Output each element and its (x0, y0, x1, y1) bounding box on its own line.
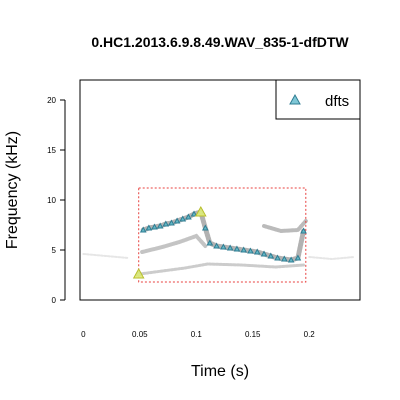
legend: dfts (275, 79, 361, 120)
highlighted-point (132, 267, 145, 279)
selection-box-layer (138, 187, 307, 283)
data-point (173, 217, 181, 224)
legend-label-dfts: dfts (325, 93, 349, 110)
x-tick-label: 0.2 (304, 330, 316, 339)
data-point (139, 226, 147, 233)
data-point (220, 243, 227, 250)
x-tick-label: 0 (81, 330, 86, 339)
data-point (151, 223, 158, 230)
y-tick-label: 10 (47, 196, 56, 205)
data-point (162, 220, 170, 227)
spectrogram-right-hook (262, 219, 308, 234)
data-point (260, 250, 268, 257)
data-point (185, 213, 192, 220)
data-point (274, 254, 281, 261)
data-point (267, 252, 275, 259)
y-axis-label: Frequency (kHz) (4, 131, 21, 249)
data-point (294, 254, 302, 261)
y-tick-label: 20 (47, 96, 56, 105)
data-point (156, 222, 164, 229)
data-point (240, 246, 248, 253)
plot-frame (79, 79, 361, 301)
data-point (206, 239, 214, 246)
data-point (287, 256, 295, 263)
data-point (233, 245, 241, 252)
spectrogram-lower-harmonic (140, 233, 208, 254)
spectrogram-noise-right (308, 256, 356, 261)
data-points-layer (132, 205, 307, 279)
spectrogram-noise-left (82, 253, 130, 259)
y-tick-label: 15 (47, 146, 56, 155)
data-point (168, 219, 175, 226)
spectrogram-fundamental-band (140, 208, 306, 263)
data-point (190, 210, 198, 217)
data-point (247, 247, 254, 254)
y-tick-label: 5 (52, 246, 57, 255)
y-tick-label: 0 (52, 296, 57, 305)
data-point (281, 255, 288, 262)
data-point (213, 242, 220, 249)
data-point (201, 224, 209, 231)
data-point (145, 224, 153, 231)
x-tick-label: 0.05 (132, 330, 148, 339)
legend-marker-triangle (289, 93, 301, 105)
selection-box (138, 187, 307, 283)
data-point (226, 244, 234, 251)
data-point (253, 248, 261, 255)
data-point (179, 215, 187, 222)
spectrogram-low-band (138, 262, 305, 276)
data-point (300, 227, 307, 234)
x-axis: 0 0.05 0.1 0.15 0.2 (81, 330, 315, 339)
y-axis: 0 5 10 15 20 (47, 96, 66, 305)
chart-title: 0.HC1.2013.6.9.8.49.WAV_835-1-dfDTW (91, 34, 349, 50)
highlighted-point (194, 205, 207, 217)
x-tick-label: 0.1 (191, 330, 203, 339)
x-tick-label: 0.15 (245, 330, 261, 339)
legend-box (275, 79, 361, 120)
x-axis-label: Time (s) (191, 363, 249, 380)
spectrogram-traces (82, 208, 356, 276)
